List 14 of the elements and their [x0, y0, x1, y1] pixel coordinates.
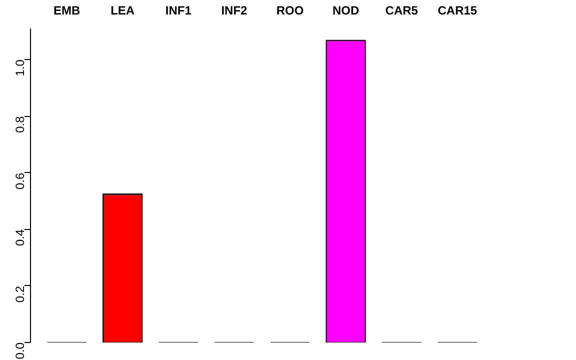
- y-tick-label: 0.2: [13, 286, 27, 303]
- x-tick-label: ROO: [276, 4, 304, 18]
- x-tick-label: NOD: [332, 4, 360, 18]
- y-tick-label: 0.4: [13, 229, 27, 246]
- x-tick-label: INF1: [165, 4, 192, 18]
- y-tick-label: 0.6: [13, 172, 27, 190]
- y-tick-label: 1.0: [13, 59, 27, 76]
- x-tick-label: CAR15: [438, 4, 478, 18]
- x-tick-label: EMB: [53, 4, 80, 18]
- x-tick-label: LEA: [110, 4, 135, 18]
- x-tick-label: INF2: [221, 4, 248, 18]
- y-tick-label: 0.8: [13, 116, 27, 133]
- y-tick-label: 0.0: [13, 342, 27, 360]
- x-tick-label: CAR5: [385, 4, 418, 18]
